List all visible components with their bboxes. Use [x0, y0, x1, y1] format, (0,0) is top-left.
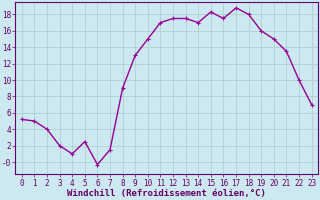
X-axis label: Windchill (Refroidissement éolien,°C): Windchill (Refroidissement éolien,°C) [67, 189, 266, 198]
